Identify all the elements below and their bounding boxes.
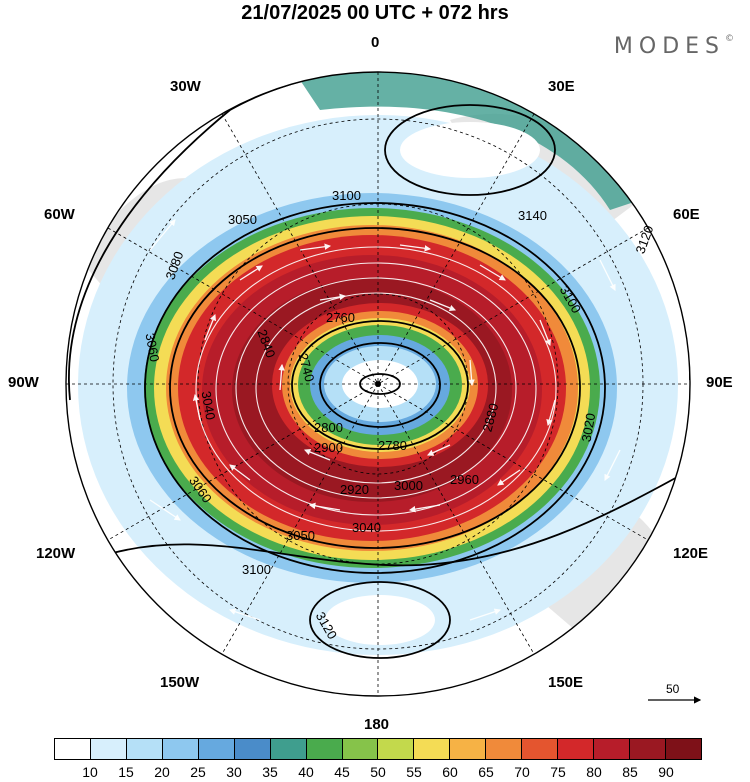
colorbar-tick-label: 40 xyxy=(298,764,314,780)
colorbar-tick-label: 45 xyxy=(334,764,350,780)
colorbar-tick-label: 15 xyxy=(118,764,134,780)
colorbar-cell xyxy=(342,739,379,759)
contour-label: 3100 xyxy=(332,188,361,203)
colorbar-cell xyxy=(414,739,451,759)
colorbar-cell xyxy=(522,739,559,759)
lon-label-60e: 60E xyxy=(673,206,700,223)
forecast-title: 21/07/2025 00 UTC + 072 hrs xyxy=(241,2,509,24)
colorbar-tick-label: 75 xyxy=(550,764,566,780)
colorbar-cell xyxy=(126,739,163,759)
lon-label-150w: 150W xyxy=(160,674,200,691)
contour-label: 3100 xyxy=(242,562,271,577)
colorbar-tick-label: 35 xyxy=(262,764,278,780)
colorbar-tick-label: 60 xyxy=(442,764,458,780)
colorbar-tick-label: 80 xyxy=(586,764,602,780)
contour-label: 3140 xyxy=(518,208,547,223)
colorbar-cell xyxy=(234,739,271,759)
colorbar-cell xyxy=(665,739,701,759)
colorbar-cell xyxy=(630,739,666,759)
colorbar-cell xyxy=(450,739,487,759)
lon-label-90w: 90W xyxy=(8,374,39,391)
lon-label-30w: 30W xyxy=(170,78,201,95)
colorbar-cell xyxy=(90,739,127,759)
contour-label: 2800 xyxy=(314,420,343,435)
colorbar-tick-label: 50 xyxy=(370,764,386,780)
colorbar-cell xyxy=(306,739,343,759)
lon-label-0: 0 xyxy=(371,34,380,51)
colorbar-cell xyxy=(162,739,199,759)
colorbar-cell xyxy=(594,739,630,759)
lon-label-180: 180 xyxy=(364,716,390,733)
colorbar-tick-label: 20 xyxy=(154,764,170,780)
colorbar-cell xyxy=(198,739,235,759)
wind-reference-label: 50 xyxy=(666,682,680,696)
contour-label: 2960 xyxy=(450,472,479,487)
colorbar-tick-label: 90 xyxy=(658,764,674,780)
colorbar-tick-label: 85 xyxy=(622,764,638,780)
colorbar-tick-label: 65 xyxy=(478,764,494,780)
colorbar-cell xyxy=(486,739,523,759)
colorbar-tick-label: 30 xyxy=(226,764,242,780)
colorbar-labels: 10 15 20 25 30 35 40 45 50 55 60 65 70 75 80 85 90 xyxy=(54,764,702,782)
contour-label: 2900 xyxy=(314,440,343,455)
wind-reference-arrow-icon xyxy=(648,696,702,704)
colorbar-cell xyxy=(558,739,595,759)
contour-label: 3000 xyxy=(394,478,423,493)
lon-label-90e: 90E xyxy=(706,374,733,391)
colorbar-cell xyxy=(55,739,91,759)
contour-label: 2760 xyxy=(326,310,355,325)
lon-label-120w: 120W xyxy=(36,545,76,562)
lon-label-150e: 150E xyxy=(548,674,584,691)
contour-label: 2920 xyxy=(340,482,369,497)
colorbar-tick-label: 10 xyxy=(82,764,98,780)
wind-speed-field xyxy=(66,72,690,696)
lon-label-30e: 30E xyxy=(548,78,575,95)
colorbar xyxy=(54,738,702,760)
colorbar-tick-label: 55 xyxy=(406,764,422,780)
colorbar-tick-label: 25 xyxy=(190,764,206,780)
contour-label: 3050 xyxy=(228,212,257,227)
lon-label-120e: 120E xyxy=(673,545,709,562)
contour-label: 3050 xyxy=(286,528,315,543)
contour-label: 2780 xyxy=(378,438,407,453)
colorbar-cell xyxy=(378,739,415,759)
colorbar-tick-label: 70 xyxy=(514,764,530,780)
brand-logo: MODES© xyxy=(613,34,734,59)
colorbar-cell xyxy=(270,739,307,759)
lon-label-60w: 60W xyxy=(44,206,75,223)
contour-label: 3040 xyxy=(352,520,381,535)
